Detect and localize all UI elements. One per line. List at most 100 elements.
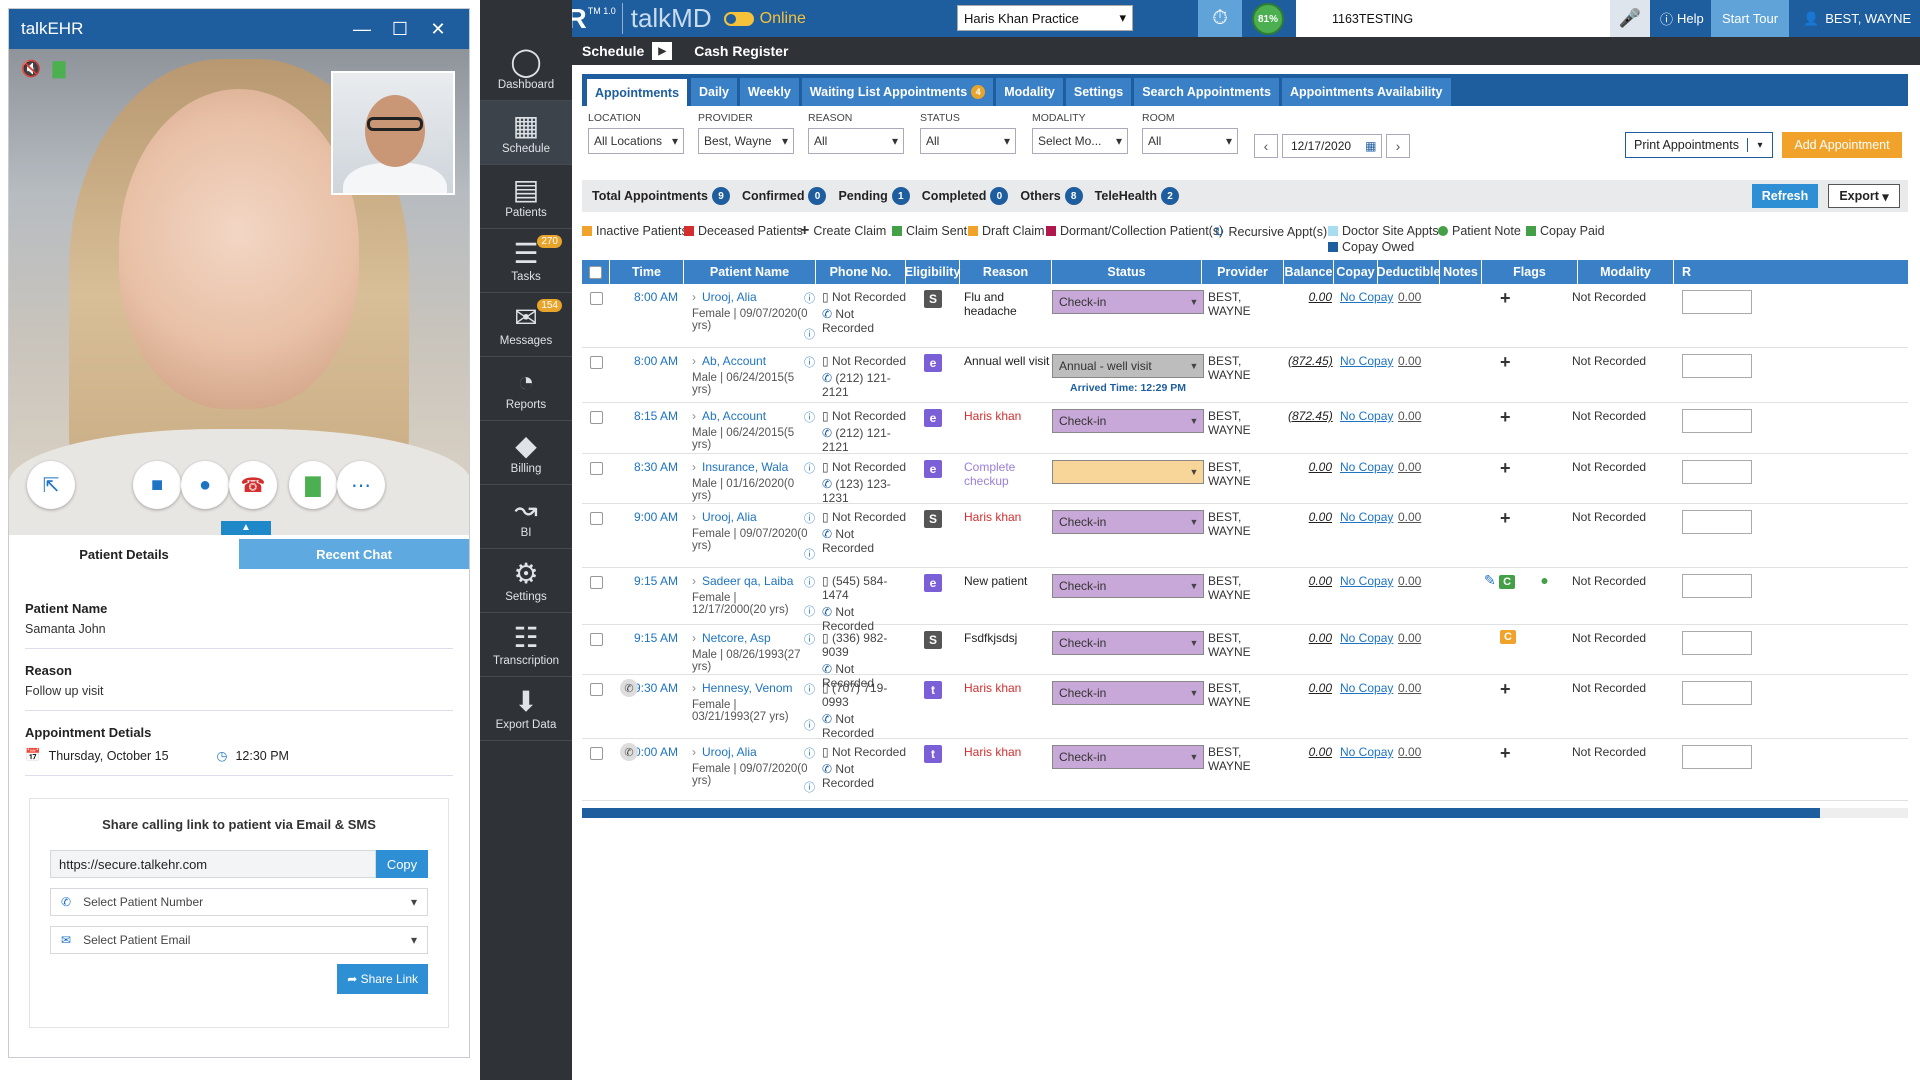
eligibility-badge[interactable]: S (924, 290, 942, 308)
create-claim-icon[interactable]: + (1500, 352, 1511, 372)
deductible-value[interactable]: 0.00 (1398, 745, 1422, 759)
deductible-value[interactable]: 0.00 (1398, 354, 1422, 368)
profile-completion[interactable]: 81% (1252, 3, 1284, 35)
row-checkbox[interactable] (590, 356, 603, 369)
table-row[interactable]: 8:15 AM › Ab, Account Male | 06/24/2015(5 y… (582, 403, 1908, 454)
status-select[interactable]: Check-in ▼ (1052, 510, 1204, 534)
sidebar-item-billing[interactable]: ◆ Billing (480, 421, 572, 485)
status-select[interactable]: Check-in ▼ (1052, 631, 1204, 655)
chevron-right-icon[interactable]: › (692, 681, 696, 695)
table-row[interactable]: 10:00 AM › Urooj, Alia Female | 09/07/2020(… (582, 739, 1908, 801)
eligibility-badge[interactable]: S (924, 631, 942, 649)
more-options-button[interactable]: ⋯ (337, 461, 385, 509)
patient-name-link[interactable]: Netcore, Asp (702, 631, 771, 645)
sidebar-item-patients[interactable]: ▤ Patients (480, 165, 572, 229)
start-tour-button[interactable]: Start Tour (1711, 0, 1789, 37)
col-room[interactable]: R (1682, 265, 1692, 279)
row-checkbox[interactable] (590, 747, 603, 760)
copy-button[interactable]: Copy (376, 850, 428, 878)
col-balance[interactable]: Balance (1284, 260, 1334, 284)
location-select[interactable]: All Locations ▾ (588, 128, 684, 154)
tab-search-appointments[interactable]: Search Appointments (1134, 78, 1279, 106)
deductible-value[interactable]: 0.00 (1398, 681, 1422, 695)
col-modality[interactable]: Modality (1578, 260, 1674, 284)
appointment-time[interactable]: 9:15 AM (633, 631, 678, 645)
info-icon[interactable]: ⓘ (804, 720, 815, 732)
sidebar-item-messages[interactable]: 154 ✉ Messages (480, 293, 572, 357)
tab-settings[interactable]: Settings (1065, 78, 1132, 106)
copay-link[interactable]: No Copay (1340, 681, 1394, 695)
horizontal-scrollbar[interactable] (582, 808, 1908, 818)
info-icon[interactable]: ⓘ (804, 748, 815, 760)
cash-register-link[interactable]: Cash Register (694, 43, 789, 59)
deductible-value[interactable]: 0.00 (1398, 290, 1422, 304)
select-all-checkbox[interactable] (589, 265, 602, 279)
sidebar-item-bi[interactable]: ↝ BI (480, 485, 572, 549)
col-eligibility[interactable]: Eligibility (905, 260, 960, 284)
balance-value[interactable]: 0.00 (1308, 460, 1332, 474)
network-quality-button[interactable]: ▇ (289, 461, 337, 509)
status-select[interactable]: Check-in ▼ (1052, 409, 1204, 433)
copay-link[interactable]: No Copay (1340, 510, 1394, 524)
copay-link[interactable]: No Copay (1340, 409, 1394, 423)
patient-number-select[interactable]: ✆ Select Patient Number ▾ (50, 888, 428, 916)
chevron-right-icon[interactable]: › (692, 409, 696, 423)
patient-email-select[interactable]: ✉ Select Patient Email ▾ (50, 926, 428, 954)
minimize-icon[interactable]: — (353, 18, 371, 39)
room-input[interactable] (1682, 681, 1752, 705)
export-button[interactable]: Export ▾ (1828, 184, 1900, 208)
sidebar-item-tasks[interactable]: 270 ☰ Tasks (480, 229, 572, 293)
copay-link[interactable]: No Copay (1340, 745, 1394, 759)
row-checkbox[interactable] (590, 512, 603, 525)
tab-waiting-list[interactable]: Waiting List Appointments 4 (801, 78, 994, 106)
appointment-time[interactable]: 9:15 AM (633, 574, 678, 588)
status-select[interactable]: Check-in ▼ (1052, 574, 1204, 598)
tab-modality[interactable]: Modality (996, 78, 1063, 106)
row-checkbox[interactable] (590, 292, 603, 305)
patient-note-icon[interactable]: ● (1540, 572, 1549, 588)
deductible-value[interactable]: 0.00 (1398, 631, 1422, 645)
status-select[interactable]: Check-in ▼ (1052, 745, 1204, 769)
appointment-time[interactable]: 8:30 AM (633, 460, 678, 474)
info-icon[interactable]: ⓘ (804, 329, 815, 341)
schedule-title[interactable]: Schedule (582, 43, 645, 59)
appointment-time[interactable]: 8:00 AM (633, 290, 678, 304)
copay-link[interactable]: No Copay (1340, 460, 1394, 474)
play-icon[interactable]: ▶ (652, 42, 673, 60)
print-appointments-button[interactable]: Print Appointments ▾ (1625, 132, 1773, 158)
col-phone[interactable]: Phone No. (816, 260, 906, 284)
create-claim-icon[interactable]: + (1500, 288, 1511, 308)
tab-recent-chat[interactable]: Recent Chat (239, 539, 469, 569)
balance-value[interactable]: (872.45) (1288, 354, 1333, 368)
chevron-down-icon[interactable]: ▾ (1757, 139, 1763, 151)
patient-name-link[interactable]: Hennesy, Venom (702, 681, 793, 695)
room-input[interactable] (1682, 290, 1752, 314)
eligibility-badge[interactable]: t (924, 681, 942, 699)
user-menu[interactable]: 👤 BEST, WAYNE (1795, 0, 1920, 37)
mic-toggle-button[interactable]: ● (181, 461, 229, 509)
sidebar-item-reports[interactable]: ◔ Reports (480, 357, 572, 421)
create-claim-icon[interactable]: + (1500, 508, 1511, 528)
balance-value[interactable]: 0.00 (1308, 290, 1332, 304)
provider-select[interactable]: Best, Wayne ▾ (698, 128, 794, 154)
draft-claim-icon[interactable]: C (1500, 630, 1516, 644)
create-claim-icon[interactable]: + (1500, 679, 1511, 699)
tab-appointments[interactable]: Appointments (586, 78, 689, 106)
patient-name-link[interactable]: Urooj, Alia (702, 745, 757, 759)
balance-value[interactable]: 0.00 (1308, 574, 1332, 588)
sidebar-item-export-data[interactable]: ⬇ Export Data (480, 677, 572, 741)
copay-link[interactable]: No Copay (1340, 354, 1394, 368)
room-input[interactable] (1682, 460, 1752, 484)
table-row[interactable]: 9:15 AM › Netcore, Asp Male | 08/26/1993(27… (582, 625, 1908, 690)
chevron-right-icon[interactable]: › (692, 631, 696, 645)
col-patient-name[interactable]: Patient Name (684, 260, 816, 284)
sidebar-item-dashboard[interactable]: ◯ Dashboard (480, 37, 572, 101)
balance-value[interactable]: 0.00 (1308, 745, 1332, 759)
eligibility-badge[interactable]: e (924, 354, 942, 372)
row-checkbox[interactable] (590, 462, 603, 475)
copay-link[interactable]: No Copay (1340, 631, 1394, 645)
add-appointment-button[interactable]: Add Appointment (1782, 132, 1902, 158)
tab-daily[interactable]: Daily (691, 78, 737, 106)
talkmd-logo[interactable]: talkMD (621, 3, 712, 34)
chevron-right-icon[interactable]: › (692, 510, 696, 524)
